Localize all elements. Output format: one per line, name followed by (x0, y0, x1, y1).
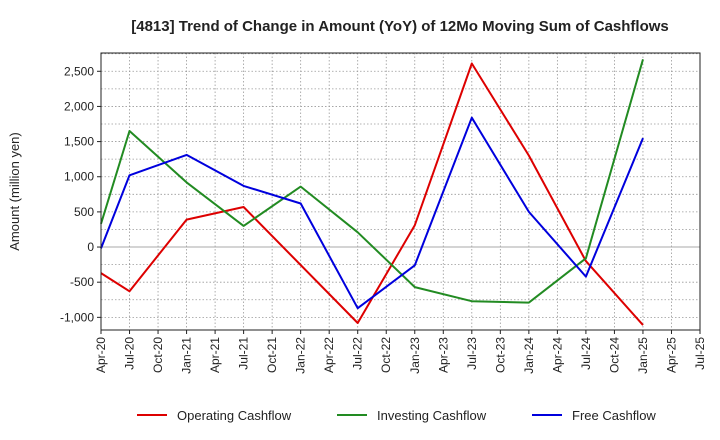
y-tick-label: 500 (74, 205, 94, 219)
y-tick-label: 0 (87, 240, 94, 254)
x-tick-label: Apr-23 (436, 337, 450, 373)
x-tick-label: Jul-23 (465, 337, 479, 370)
series-line-investing-cashflow (100, 59, 644, 304)
y-axis-ticks: -1,000 -500 0 500 1,000 1,500 2,000 2,500 (60, 64, 101, 324)
y-tick-label: -500 (70, 275, 94, 289)
x-tick-label: Apr-21 (208, 337, 222, 373)
series-line-operating-cashflow (100, 62, 644, 326)
y-axis-label: Amount (million yen) (7, 132, 22, 251)
y-tick-label: -1,000 (60, 310, 94, 324)
x-tick-label: Jan-25 (636, 337, 650, 374)
legend-label-free-cashflow: Free Cashflow (572, 408, 656, 423)
y-tick-label: 1,000 (64, 170, 94, 184)
x-tick-label: Oct-21 (265, 337, 279, 373)
x-tick-label: Oct-20 (151, 337, 165, 373)
x-tick-label: Oct-24 (607, 337, 621, 373)
x-axis-ticks: Apr-20 Jul-20 Oct-20 Jan-21 Apr-21 Jul-21 Oct-… (94, 330, 707, 374)
legend: Operating Cashflow Investing Cashflow Free… (137, 408, 656, 423)
series-line-free-cashflow (100, 116, 644, 310)
x-tick-label: Jan-23 (408, 337, 422, 374)
x-tick-label: Jul-20 (123, 337, 137, 370)
series-layer (100, 59, 644, 326)
x-tick-label: Jan-21 (180, 337, 194, 374)
x-tick-label: Jul-25 (693, 337, 707, 370)
chart-title: [4813] Trend of Change in Amount (YoY) o… (131, 18, 669, 35)
x-tick-label: Apr-20 (94, 337, 108, 373)
x-tick-label: Oct-22 (379, 337, 393, 373)
y-tick-label: 2,500 (64, 64, 94, 78)
x-tick-label: Apr-24 (550, 337, 564, 373)
x-tick-label: Jul-24 (579, 337, 593, 370)
x-tick-label: Apr-25 (664, 337, 678, 373)
legend-label-operating-cashflow: Operating Cashflow (177, 408, 292, 423)
y-tick-label: 1,500 (64, 135, 94, 149)
x-tick-label: Jan-24 (522, 337, 536, 374)
x-tick-label: Oct-23 (493, 337, 507, 373)
x-tick-label: Jan-22 (294, 337, 308, 374)
x-tick-label: Apr-22 (322, 337, 336, 373)
legend-label-investing-cashflow: Investing Cashflow (377, 408, 487, 423)
x-tick-label: Jul-21 (237, 337, 251, 370)
plot-area (101, 53, 700, 330)
x-tick-label: Jul-22 (351, 337, 365, 370)
y-tick-label: 2,000 (64, 99, 94, 113)
plot-frame (100, 52, 701, 331)
